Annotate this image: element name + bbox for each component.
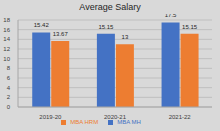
svg-text:8: 8: [8, 65, 11, 71]
svg-text:0: 0: [8, 104, 11, 110]
html-text:MBA HRM: MBA HRM: [70, 119, 99, 125]
html-text:Average Salary: Average Salary: [79, 2, 141, 12]
svg-text:12: 12: [8, 46, 11, 52]
svg-text:6: 6: [8, 75, 11, 81]
svg-text:15.15: 15.15: [182, 24, 198, 30]
svg-text:14: 14: [8, 36, 11, 42]
svg-text:2020-21: 2020-21: [104, 114, 127, 120]
svg-text:15.15: 15.15: [98, 24, 114, 30]
svg-text:17.5: 17.5: [165, 14, 177, 18]
svg-text:4: 4: [8, 85, 11, 91]
svg-text:2019-20: 2019-20: [39, 114, 62, 120]
svg-text:10: 10: [8, 56, 11, 62]
svg-text:13: 13: [122, 34, 129, 40]
svg-text:2021-22: 2021-22: [169, 114, 192, 120]
svg-text:13.67: 13.67: [53, 31, 69, 37]
svg-text:18: 18: [8, 17, 11, 23]
svg-text:2: 2: [8, 94, 11, 100]
svg-text:16: 16: [8, 27, 11, 33]
svg-text:15.42: 15.42: [34, 22, 50, 28]
html-text:MBA MH: MBA MH: [117, 119, 141, 125]
